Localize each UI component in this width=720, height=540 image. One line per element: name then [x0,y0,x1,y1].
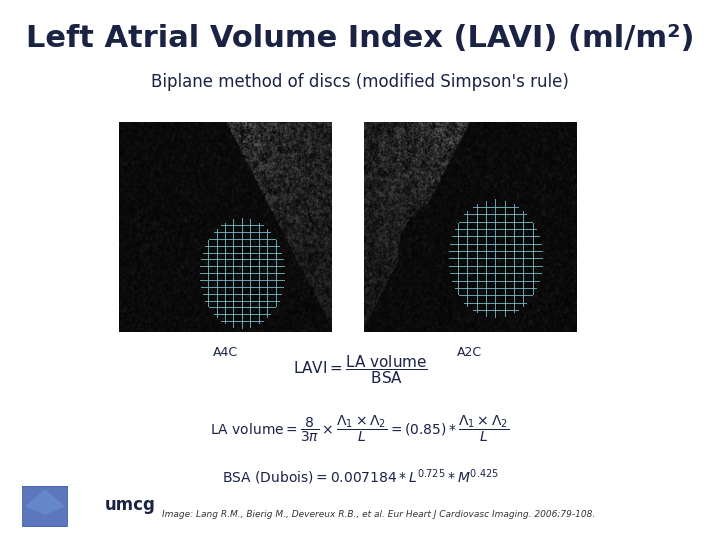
Text: $\mathrm{LAVI} = \dfrac{\mathrm{LA\ volume}}{\mathrm{BSA}}$: $\mathrm{LAVI} = \dfrac{\mathrm{LA\ volu… [292,354,428,387]
Text: A2C: A2C [457,346,482,359]
FancyBboxPatch shape [22,486,68,526]
Text: umcg: umcg [104,496,156,514]
Text: $\mathrm{BSA\ (Dubois)} = 0.007184 * L^{0.725} * M^{0.425}$: $\mathrm{BSA\ (Dubois)} = 0.007184 * L^{… [222,467,498,487]
Text: Left Atrial Volume Index (LAVI) (ml/m²): Left Atrial Volume Index (LAVI) (ml/m²) [26,24,694,53]
Text: Biplane method of discs (modified Simpson's rule): Biplane method of discs (modified Simpso… [151,73,569,91]
Text: $\mathrm{LA\ volume} = \dfrac{8}{3\pi} \times \dfrac{\Lambda_1 \times \Lambda_2}: $\mathrm{LA\ volume} = \dfrac{8}{3\pi} \… [210,413,510,444]
Text: A4C: A4C [212,346,238,359]
Polygon shape [27,490,64,514]
Text: Image: Lang R.M., Bierig M., Devereux R.B., et al. Eur Heart J Cardiovasc Imagin: Image: Lang R.M., Bierig M., Devereux R.… [162,510,595,518]
